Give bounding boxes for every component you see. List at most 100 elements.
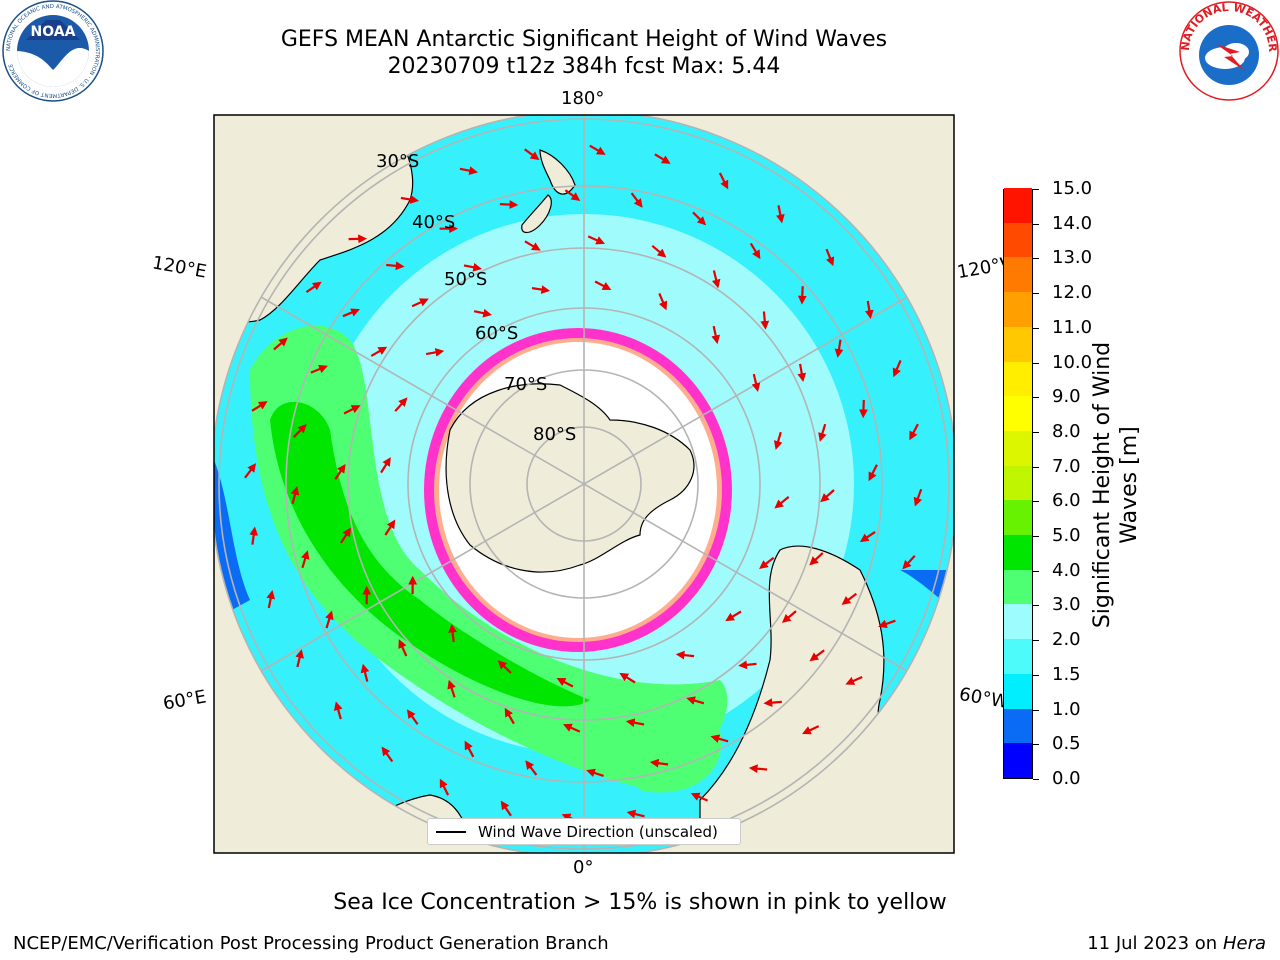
lat-label-60s: 60°S <box>475 323 519 344</box>
wave-arrow <box>820 489 835 503</box>
colorbar-segment <box>1004 638 1032 674</box>
wave-arrow <box>295 649 304 668</box>
wave-arrow <box>562 723 581 733</box>
colorbar-tick-label: 12.0 <box>1052 282 1093 304</box>
wave-arrow <box>464 740 475 758</box>
colorbar-tick-label: 13.0 <box>1052 247 1093 269</box>
wave-arrow <box>654 153 671 164</box>
lat-label-70s: 70°S <box>504 374 548 395</box>
wave-arrow <box>718 172 729 190</box>
wave-patch-green <box>620 696 722 793</box>
colorbar-tick-label: 11.0 <box>1052 316 1093 338</box>
wave-arrow <box>692 211 707 226</box>
lat-label-50s: 50°S <box>444 269 488 290</box>
colorbar-tick-label: 0.0 <box>1052 768 1081 789</box>
wave-arrow <box>447 679 456 698</box>
colorbar-segment <box>1004 222 1032 258</box>
wave-arrow <box>658 292 668 311</box>
colorbar-tick-mark <box>1033 258 1039 260</box>
wave-arrow <box>325 610 334 629</box>
colorbar-segment <box>1004 256 1032 293</box>
wave-arrow <box>273 337 288 351</box>
wave-arrow <box>400 195 420 204</box>
colorbar-segment <box>1004 291 1032 327</box>
lat-label-40s: 40°S <box>412 212 456 233</box>
antarctica-landmass <box>445 383 695 573</box>
wave-arrow <box>710 734 729 743</box>
colorbar-tick-mark <box>1033 779 1039 780</box>
wave-arrow <box>343 405 361 415</box>
colorbar-tick-mark <box>1033 466 1039 468</box>
wave-arrow <box>305 281 322 294</box>
wave-arrow <box>781 610 797 623</box>
wave-arrow <box>809 552 824 566</box>
colorbar-tick-label: 0.5 <box>1052 733 1081 755</box>
colorbar-tick-mark <box>1033 570 1039 572</box>
wave-arrow <box>594 280 612 291</box>
colorbar-tick-mark <box>1033 397 1039 399</box>
wave-arrow <box>859 530 876 543</box>
wave-arrow <box>686 696 705 705</box>
wave-arrow <box>774 496 790 509</box>
wave-arrow <box>868 464 878 482</box>
colorbar-tick-mark <box>1033 605 1039 607</box>
noaa-logo: NATIONAL OCEANIC AND ATMOSPHERIC ADMINIS… <box>2 0 104 102</box>
wave-arrow <box>818 423 827 442</box>
wave-arrow <box>749 242 761 260</box>
colorbar-tick-mark <box>1033 536 1039 538</box>
colorbar-segment <box>1004 742 1032 778</box>
map-subtitle: 20230709 t12z 384h fcst Max: 5.44 <box>387 54 781 79</box>
wave-arrow <box>266 589 276 609</box>
wave-arrow <box>586 768 604 778</box>
wave-arrow <box>439 778 450 796</box>
colorbar-segment <box>1004 569 1032 605</box>
colorbar <box>1003 187 1033 779</box>
colorbar-segment <box>1004 465 1032 501</box>
wave-arrow <box>459 166 479 175</box>
colorbar-segment <box>1004 673 1032 709</box>
colorbar-tick-label: 15.0 <box>1052 178 1093 199</box>
wave-arrow <box>499 200 519 209</box>
wave-arrow <box>763 698 782 708</box>
wave-arrow <box>913 488 923 507</box>
colorbar-tick-label: 14.0 <box>1052 212 1093 234</box>
colorbar-segment <box>1004 326 1032 362</box>
wave-arrow <box>711 325 720 345</box>
wave-arrow <box>290 485 300 505</box>
nws-logo: NATIONAL WEATHER SERVICE <box>1178 0 1279 101</box>
wave-arrow <box>406 709 419 725</box>
colorbar-tick-label: 6.0 <box>1052 490 1081 512</box>
colorbar-segment <box>1004 534 1032 570</box>
colorbar-tick-mark <box>1033 501 1039 503</box>
colorbar-tick-mark <box>1033 293 1039 295</box>
lon-label-0: 0° <box>573 857 594 878</box>
lat-label-30s: 30°S <box>376 151 420 172</box>
wave-arrow <box>370 346 388 357</box>
wave-arrow <box>342 308 360 318</box>
wave-arrow <box>797 286 807 305</box>
wave-arrow <box>751 373 761 392</box>
footer-host: Hera <box>1222 933 1266 954</box>
wave-arrow <box>841 592 857 605</box>
colorbar-segment <box>1004 499 1032 536</box>
colorbar-tick-label: 4.0 <box>1052 559 1081 581</box>
colorbar-tick-label: 8.0 <box>1052 420 1081 442</box>
wave-arrow <box>748 764 768 774</box>
wave-arrow <box>625 718 645 728</box>
wave-arrow <box>809 649 825 662</box>
wave-arrow <box>630 192 643 208</box>
wave-arrow <box>386 261 405 271</box>
wave-arrow <box>333 701 343 720</box>
wave-arrow <box>738 660 757 670</box>
wave-arrow <box>651 244 667 258</box>
wave-arrow <box>725 610 742 622</box>
colorbar-tick-mark <box>1033 189 1039 190</box>
wave-arrow <box>773 431 783 450</box>
noaa-logo-text: NOAA <box>31 24 76 40</box>
wave-arrow <box>292 424 307 438</box>
colorbar-tick-label: 1.5 <box>1052 663 1081 685</box>
colorbar-tick-label: 1.0 <box>1052 698 1081 720</box>
wave-arrow <box>384 519 396 536</box>
wave-arrow <box>310 364 328 374</box>
